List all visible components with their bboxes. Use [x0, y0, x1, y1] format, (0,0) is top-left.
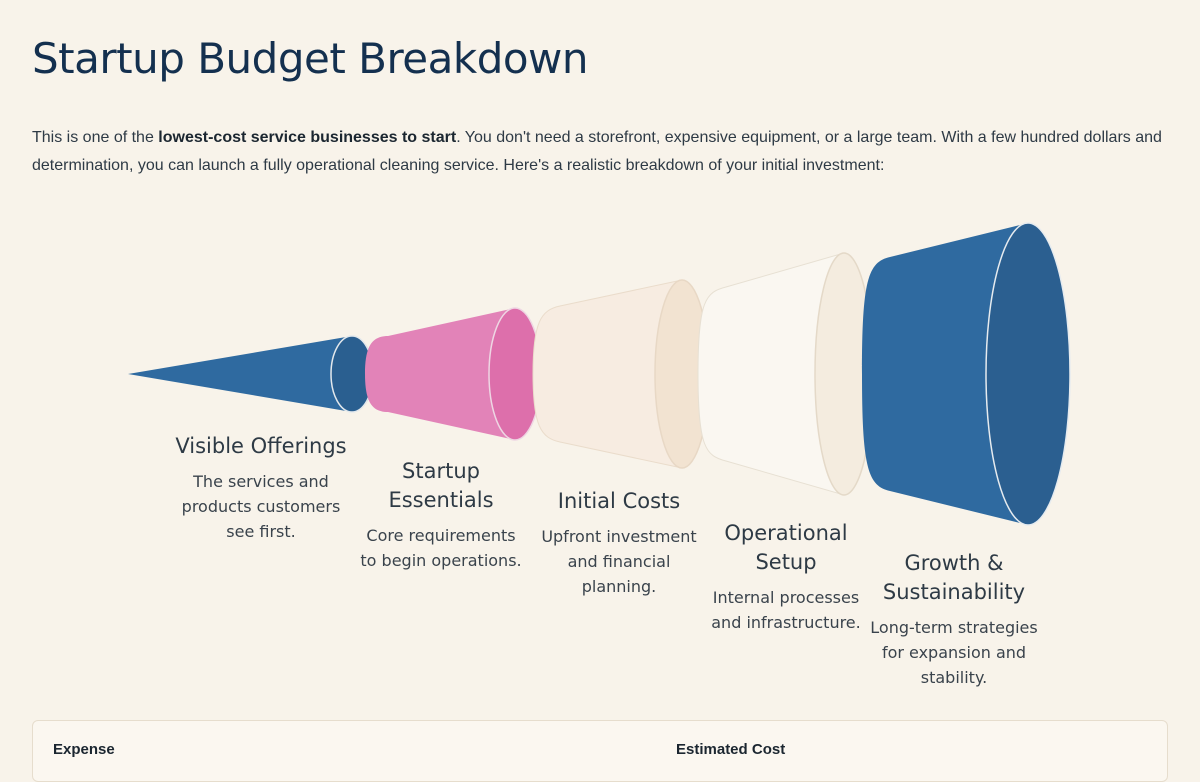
stage-description: Core requirements to begin operations.: [360, 526, 522, 570]
funnel-segment-operational-setup: [697, 252, 874, 496]
stage-description: Internal processes and infrastructure.: [711, 588, 861, 632]
stage-description: The services and products customers see …: [181, 472, 341, 541]
stage-title: Growth & Sustainability: [882, 551, 1026, 604]
intro-text-start: This is one of the: [32, 129, 159, 146]
intro-text-end: . You don't need a storefront, expensive…: [32, 129, 1162, 174]
stage-title: Visible Offerings: [175, 434, 347, 458]
stage-initial-costs: Initial Costs Upfront investment and fin…: [538, 487, 700, 599]
funnel-segment-growth: [862, 222, 1071, 526]
stage-growth-sustainability: Growth & Sustainability Long-term strate…: [868, 549, 1040, 690]
table-header-estimated-cost: Estimated Cost: [676, 741, 786, 758]
stage-title: Startup Essentials: [388, 459, 494, 512]
funnel-segment-startup-essentials: [365, 307, 542, 441]
stage-title: Operational Setup: [724, 521, 848, 574]
stage-title: Initial Costs: [557, 489, 681, 513]
funnel-segment-initial-costs: [532, 279, 710, 469]
stage-description: Long-term strategies for expansion and s…: [870, 618, 1038, 687]
stage-visible-offerings: Visible Offerings The services and produ…: [171, 432, 351, 544]
stage-description: Upfront investment and financial plannin…: [541, 527, 697, 596]
budget-table: Expense Estimated Cost: [32, 720, 1168, 782]
table-header-expense: Expense: [53, 741, 115, 758]
intro-paragraph: This is one of the lowest-cost service b…: [32, 124, 1172, 180]
stage-startup-essentials: Startup Essentials Core requirements to …: [356, 457, 526, 573]
page-title: Startup Budget Breakdown: [32, 34, 589, 83]
intro-bold-text: lowest-cost service businesses to start: [158, 129, 457, 146]
funnel-diagram: [128, 222, 1071, 526]
stage-operational-setup: Operational Setup Internal processes and…: [706, 519, 866, 635]
funnel-segment-visible-offerings: [128, 335, 374, 413]
